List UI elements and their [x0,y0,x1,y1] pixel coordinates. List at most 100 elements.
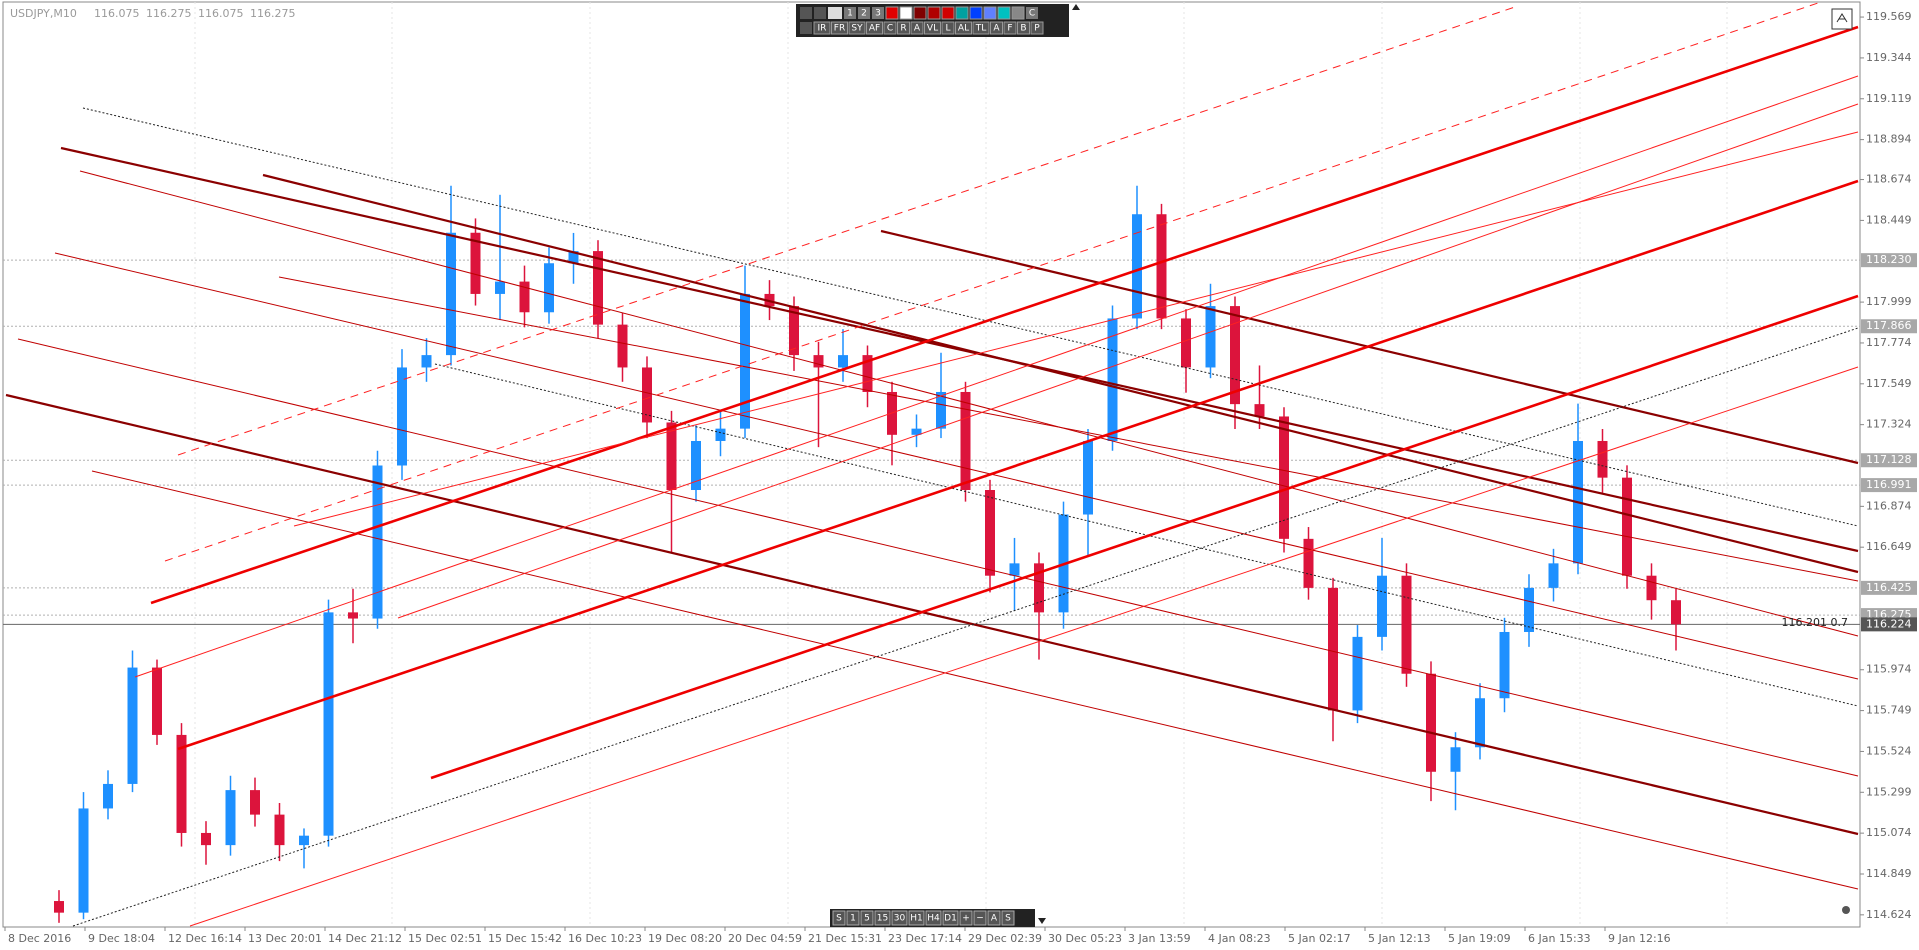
x-tick-label: 5 Jan 02:17 [1288,932,1351,945]
color-swatch[interactable] [899,6,913,20]
color-swatch[interactable] [955,6,969,20]
tool-button[interactable] [910,21,924,35]
timeframe-button[interactable] [874,910,891,926]
y-axis: 119.569 119.344 119.119 118.894 118.674 118.4… [1860,10,1917,921]
timeframe-label: A [991,914,998,924]
color-swatch[interactable] [941,6,955,20]
candle-body [274,814,285,846]
color-swatch[interactable] [927,6,941,20]
tool-button[interactable] [858,7,870,19]
y-tick-label: 114.849 [1866,867,1912,880]
candle-body [323,612,334,836]
color-swatch[interactable] [885,6,899,20]
x-tick-label: 15 Dec 02:51 [408,932,482,945]
level-box [1861,319,1917,334]
y-tick-label: 115.524 [1866,744,1912,757]
tool-button[interactable] [941,21,955,35]
annotation: 116.201 0.7 [1782,616,1848,629]
timeframe-button[interactable] [973,910,987,926]
tool-label: A [914,24,921,34]
timeframe-button[interactable] [891,910,908,926]
tool-button[interactable] [814,7,826,19]
candle-body [1622,477,1632,576]
color-swatch[interactable] [913,6,927,20]
trend-line [91,470,1859,890]
tool-button[interactable] [866,21,883,35]
tool-button[interactable] [813,21,831,35]
timeframe-button[interactable] [959,910,973,926]
tool-button[interactable] [883,21,897,35]
candle-body [1181,318,1191,368]
chart-title: USDJPY,M10 [10,7,77,20]
x-tick-label: 9 Dec 18:04 [88,932,155,945]
tool-button[interactable] [848,21,866,35]
y-tick-label: 119.344 [1866,51,1912,64]
candle-body [691,440,701,491]
candle-body [1401,575,1412,674]
level-box [1861,253,1917,268]
x-tick-label: 21 Dec 15:31 [808,932,882,945]
color-swatch[interactable] [1011,6,1025,20]
color-swatch[interactable] [997,6,1011,20]
level-box [1861,617,1917,632]
tool-button[interactable] [800,7,812,19]
tool-button[interactable] [1026,7,1038,19]
x-tick-label: 13 Dec 20:01 [248,932,322,945]
tool-button[interactable] [955,21,972,35]
x-tick-label: 8 Dec 2016 [8,932,71,945]
timeframe-button[interactable] [942,910,959,926]
level-box [1861,453,1917,468]
x-tick-label: 29 Dec 02:39 [968,932,1042,945]
level-label: 117.128 [1866,453,1912,466]
candle-body [1671,600,1681,625]
timeframe-button[interactable] [832,910,846,926]
tool-button[interactable] [872,7,884,19]
tool-button[interactable] [897,21,910,35]
candle-body [1254,404,1265,417]
x-tick-label: 4 Jan 08:23 [1208,932,1271,945]
timeframe-button[interactable] [925,910,942,926]
x-tick-label: 12 Dec 16:14 [168,932,242,945]
trend-lines [5,2,1859,927]
candle-body [789,306,799,356]
tool-label: 2 [861,9,867,19]
timeframe-button[interactable] [987,910,1001,926]
timeframe-button[interactable] [1001,910,1015,926]
x-tick-label: 20 Dec 04:59 [728,932,802,945]
tool-button[interactable] [800,22,812,34]
level-label: 116.224 [1866,617,1912,630]
tool-button[interactable] [990,21,1003,35]
candle-body [103,783,113,809]
color-swatch[interactable] [969,6,983,20]
toolbar-arrow [1038,918,1046,924]
tool-button[interactable] [828,7,842,19]
tool-button[interactable] [1003,21,1017,35]
tool-label: AL [958,24,969,34]
timeframe-button[interactable] [860,910,874,926]
tool-button[interactable] [831,21,848,35]
tool-button[interactable] [1030,21,1044,35]
trend-line [134,75,1859,678]
level-box [1861,580,1917,595]
toolbar-bottom: S 1 5 15 30 H1 H4 D1 + − A S [830,909,1046,927]
color-swatch[interactable] [983,6,997,20]
tool-label: P [1034,24,1040,34]
tool-button[interactable] [972,21,990,35]
candle-body [250,790,260,815]
timeframe-button[interactable] [908,910,925,926]
tool-button[interactable] [924,21,941,35]
tool-button[interactable] [1017,21,1030,35]
tool-button[interactable] [844,7,856,19]
candle-body [446,232,456,356]
candle-body [397,367,407,466]
timeframe-label: 15 [877,914,888,924]
trend-line [5,393,1859,836]
timeframe-button[interactable] [846,910,860,926]
tool-label: VL [927,24,938,34]
x-tick-label: 3 Jan 13:59 [1128,932,1191,945]
tool-label: B [1020,24,1026,34]
timeframe-label: + [962,914,970,924]
candle-body [1524,587,1534,632]
y-tick-label: 119.569 [1866,10,1912,23]
candle-body [1279,416,1289,539]
